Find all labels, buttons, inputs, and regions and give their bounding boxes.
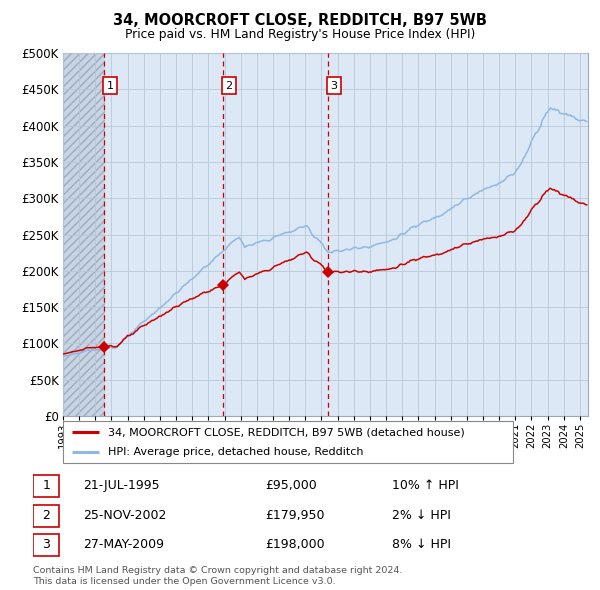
FancyBboxPatch shape [33,534,59,556]
Text: £179,950: £179,950 [265,509,325,522]
Text: This data is licensed under the Open Government Licence v3.0.: This data is licensed under the Open Gov… [33,577,335,586]
Text: HPI: Average price, detached house, Redditch: HPI: Average price, detached house, Redd… [108,447,364,457]
FancyBboxPatch shape [63,421,513,463]
Text: 25-NOV-2002: 25-NOV-2002 [83,509,166,522]
FancyBboxPatch shape [33,504,59,527]
Text: 8% ↓ HPI: 8% ↓ HPI [392,538,451,551]
Text: 10% ↑ HPI: 10% ↑ HPI [392,479,458,492]
Text: 2: 2 [226,81,232,91]
Text: 34, MOORCROFT CLOSE, REDDITCH, B97 5WB (detached house): 34, MOORCROFT CLOSE, REDDITCH, B97 5WB (… [108,427,465,437]
Text: 34, MOORCROFT CLOSE, REDDITCH, B97 5WB: 34, MOORCROFT CLOSE, REDDITCH, B97 5WB [113,13,487,28]
Text: 2% ↓ HPI: 2% ↓ HPI [392,509,451,522]
Text: 1: 1 [43,479,50,492]
Text: 21-JUL-1995: 21-JUL-1995 [83,479,160,492]
Text: 27-MAY-2009: 27-MAY-2009 [83,538,164,551]
Text: Price paid vs. HM Land Registry's House Price Index (HPI): Price paid vs. HM Land Registry's House … [125,28,475,41]
FancyBboxPatch shape [33,475,59,497]
Text: 2: 2 [43,509,50,522]
Text: 1: 1 [107,81,113,91]
Text: 3: 3 [43,538,50,551]
Text: £95,000: £95,000 [265,479,317,492]
Text: 3: 3 [331,81,337,91]
Text: £198,000: £198,000 [265,538,325,551]
Text: Contains HM Land Registry data © Crown copyright and database right 2024.: Contains HM Land Registry data © Crown c… [33,566,403,575]
